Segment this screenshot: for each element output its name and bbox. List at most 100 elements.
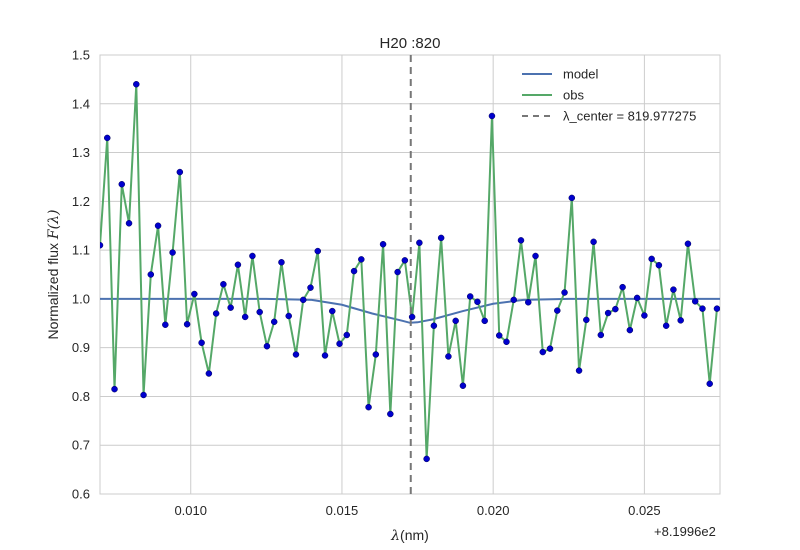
obs-point: [452, 317, 459, 325]
obs-point: [583, 316, 590, 324]
obs-point: [691, 298, 699, 305]
obs-point: [176, 168, 184, 176]
obs-point: [205, 370, 213, 377]
obs-point: [546, 345, 554, 352]
obs-point: [466, 293, 474, 300]
obs-point: [495, 332, 503, 339]
x-axis-offset-label: +8.1996e2: [654, 524, 716, 539]
obs-point: [299, 296, 307, 304]
obs-point: [234, 261, 242, 268]
obs-point: [655, 261, 663, 269]
obs-point: [590, 238, 597, 246]
obs-point: [329, 307, 336, 315]
tick-labels: 0.6 0.7 0.8 0.9 1.0 1.1 1.2 1.3 1.4 1.5 0.010 0.015…: [72, 48, 661, 519]
legend-label: model: [563, 67, 599, 82]
y-tick-label: 0.9: [72, 340, 90, 355]
obs-point: [285, 312, 292, 320]
obs-point: [169, 249, 176, 256]
obs-point: [525, 299, 532, 306]
obs-point: [387, 410, 394, 418]
x-tick-label: 0.020: [477, 503, 510, 518]
obs-point: [394, 268, 401, 276]
x-axis-label-lambda: λ: [390, 528, 400, 544]
obs-point: [423, 455, 430, 463]
obs-point: [212, 310, 220, 317]
obs-point: [539, 348, 547, 356]
obs-point: [554, 307, 561, 314]
obs-point: [430, 322, 438, 329]
y-tick-label: 1.3: [72, 145, 90, 160]
y-axis-label: Normalized flux F(λ): [45, 210, 62, 340]
obs-point: [372, 351, 380, 358]
obs-point: [350, 267, 358, 275]
obs-point: [104, 134, 111, 142]
y-axis-label-text: Normalized flux: [45, 239, 61, 339]
y-axis-label-lambda: (λ): [46, 210, 62, 230]
obs-point: [256, 308, 263, 316]
obs-point: [401, 257, 409, 264]
obs-point: [568, 194, 576, 202]
obs-point: [532, 252, 539, 260]
obs-point: [198, 339, 205, 347]
obs-point: [510, 296, 517, 304]
obs-point: [408, 313, 416, 321]
obs-point: [133, 81, 140, 88]
obs-point: [633, 294, 641, 302]
obs-point: [379, 241, 387, 248]
x-tick-label: 0.015: [326, 503, 359, 518]
y-tick-label: 1.0: [72, 291, 90, 306]
obs-point: [488, 112, 496, 120]
obs-point: [220, 281, 227, 288]
obs-point: [416, 239, 423, 247]
obs-point: [626, 326, 634, 334]
obs-point: [648, 255, 655, 263]
obs-point: [699, 305, 706, 312]
obs-point: [503, 338, 510, 346]
obs-point: [713, 305, 720, 312]
obs-point: [307, 284, 314, 291]
obs-point: [343, 331, 351, 339]
obs-point: [365, 403, 372, 411]
obs-point: [670, 286, 677, 293]
obs-point: [162, 321, 169, 328]
obs-point: [263, 342, 271, 350]
y-tick-label: 0.7: [72, 438, 90, 453]
obs-point: [241, 313, 249, 321]
obs-point: [321, 352, 329, 359]
obs-point: [118, 181, 126, 188]
obs-point: [249, 252, 256, 260]
model-line: [100, 297, 720, 324]
obs-point: [227, 304, 234, 311]
obs-point: [597, 331, 605, 339]
y-tick-label: 0.6: [72, 487, 90, 502]
x-axis-label: λ(nm): [390, 527, 429, 544]
obs-point: [314, 247, 322, 255]
obs-point: [604, 309, 612, 317]
obs-point: [154, 222, 162, 229]
obs-point: [292, 351, 300, 358]
obs-point: [183, 321, 191, 328]
obs-point: [445, 353, 452, 360]
series-layer: [100, 55, 720, 494]
obs-point: [481, 317, 488, 325]
obs-point: [706, 380, 713, 388]
y-tick-label: 1.1: [72, 243, 90, 258]
obs-point: [140, 391, 147, 399]
obs-point: [677, 317, 684, 324]
obs-point: [619, 283, 626, 291]
obs-point: [561, 289, 568, 296]
y-tick-label: 1.5: [72, 48, 90, 63]
obs-point: [100, 241, 104, 249]
obs-point: [684, 240, 692, 248]
y-tick-label: 1.2: [72, 194, 90, 209]
obs-point: [125, 220, 133, 227]
obs-point: [517, 237, 525, 244]
obs-point: [474, 298, 481, 306]
obs-point: [191, 290, 198, 298]
obs-point: [358, 256, 365, 263]
obs-point: [662, 322, 670, 329]
legend-label: obs: [563, 88, 584, 103]
y-axis-label-f: F: [46, 228, 62, 240]
